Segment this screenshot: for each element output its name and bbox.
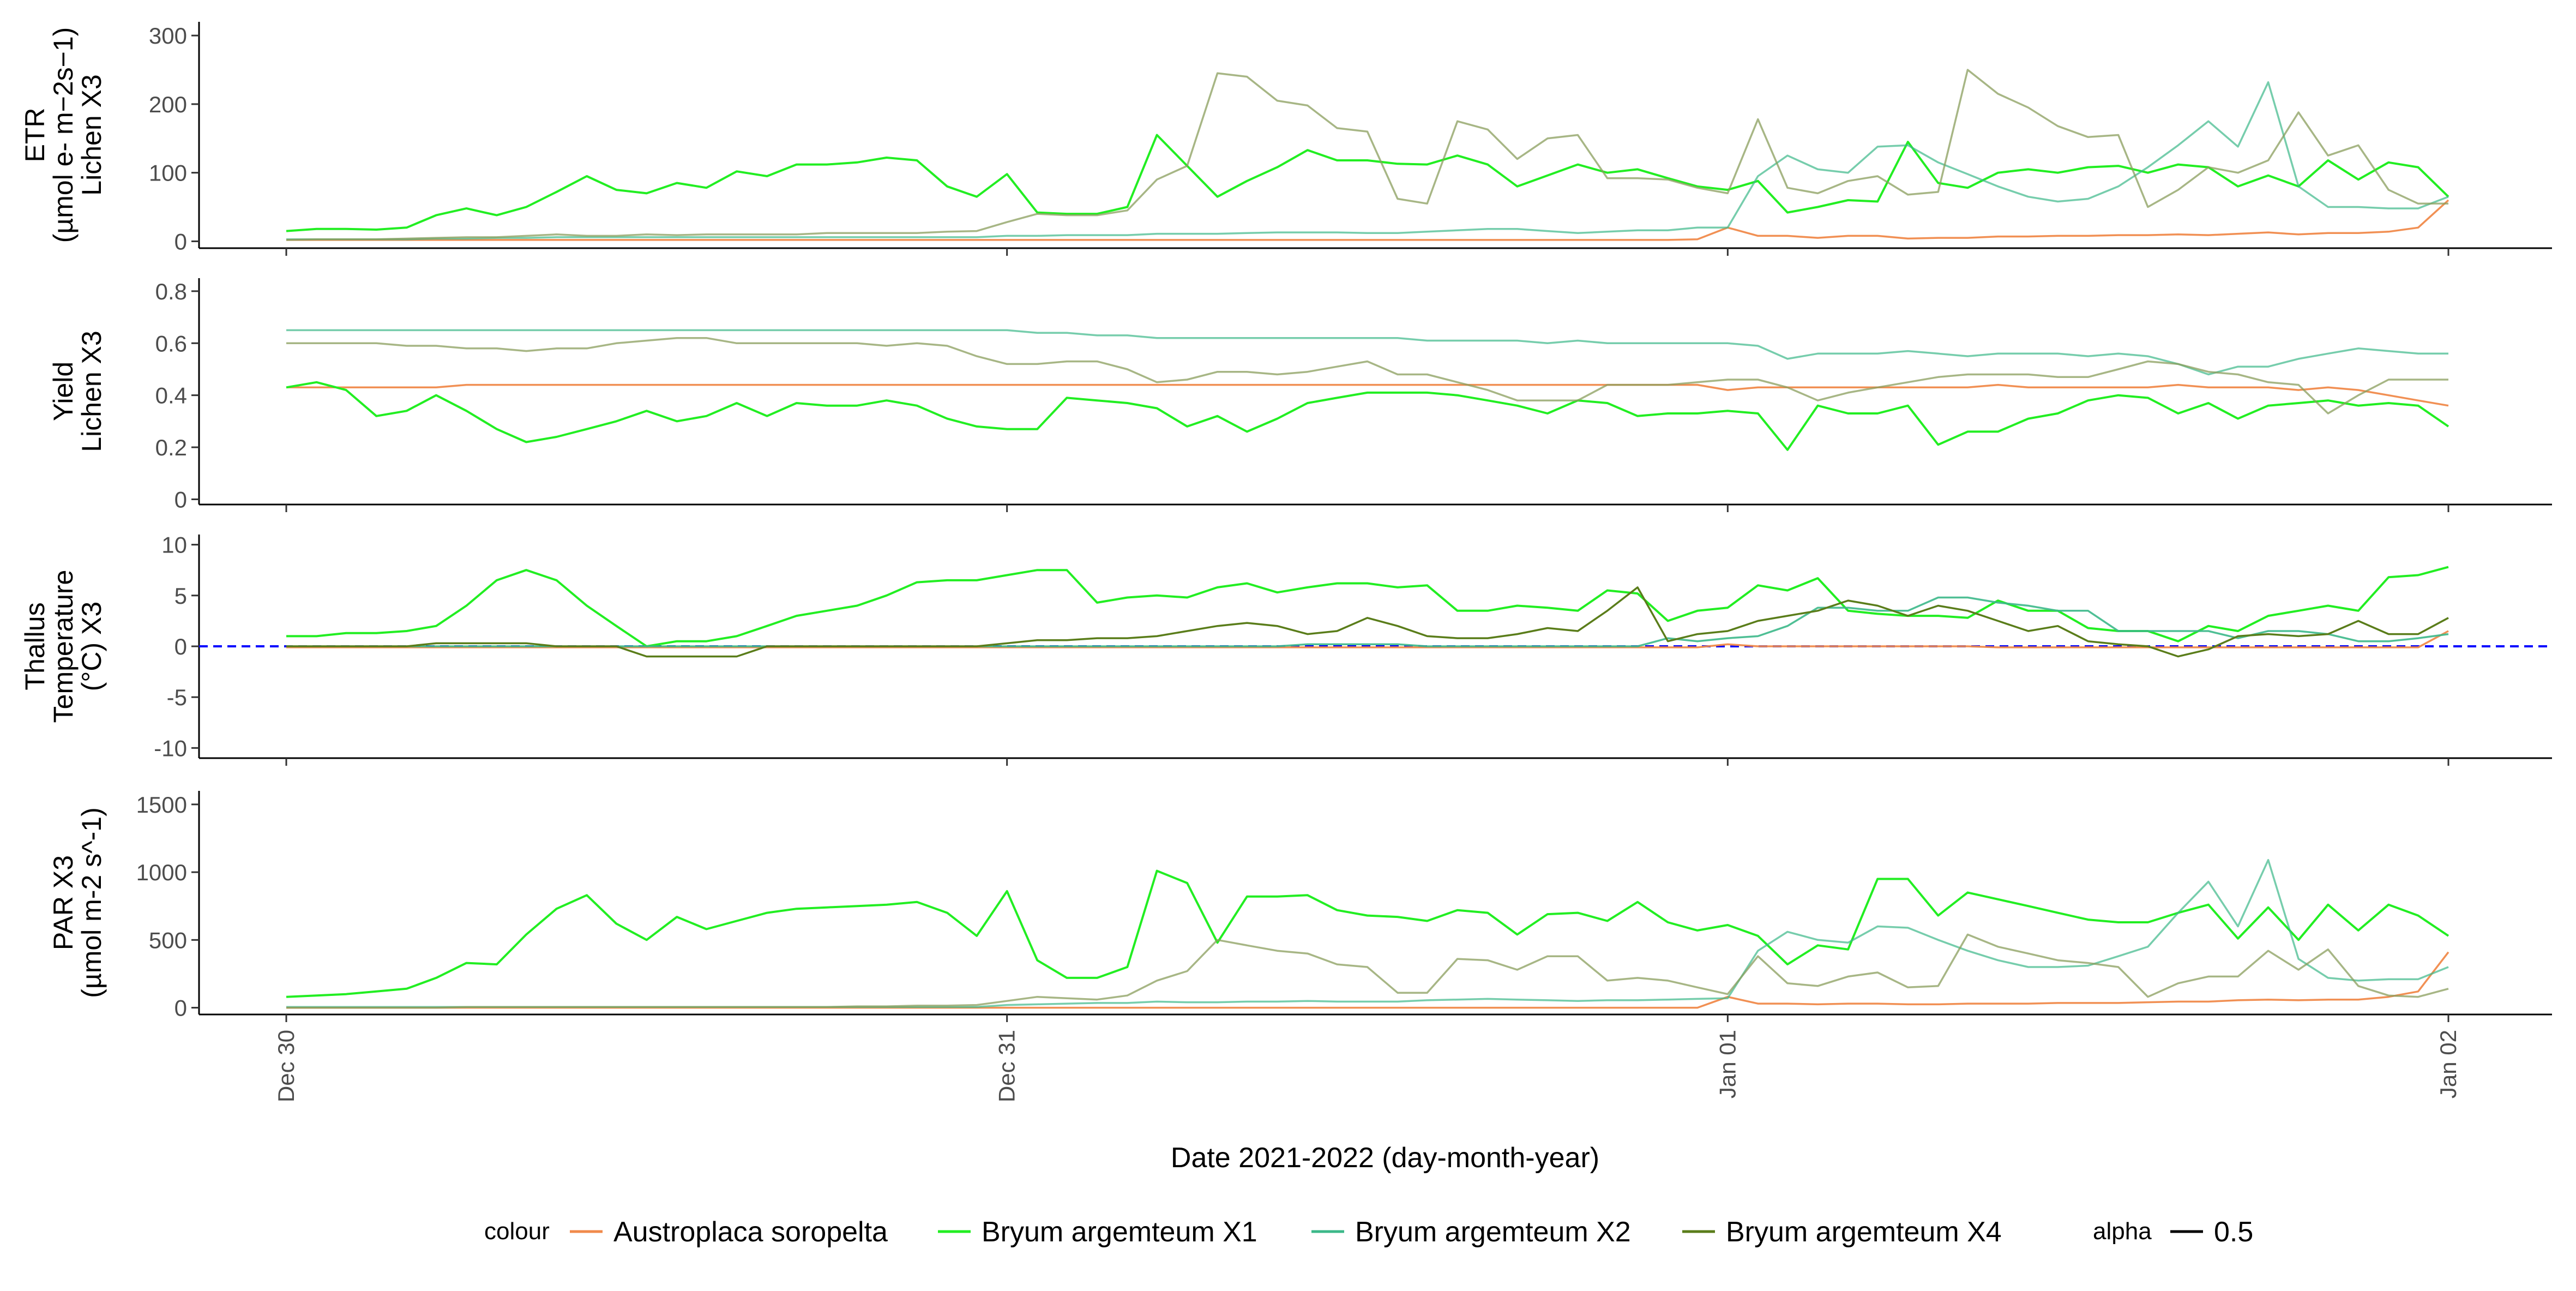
x-axis: Dec 30 Dec 31 Jan 01 Jan 02 — [273, 1030, 2461, 1102]
y-tick-label: 0.8 — [155, 279, 187, 304]
series-line-bryum-argemteum-x1 — [286, 566, 2449, 647]
y-tick-label: 300 — [149, 23, 187, 49]
series-line-austroplaca-soropelta — [286, 951, 2449, 1009]
series-line-bryum-argemteum-x2 — [286, 81, 2449, 241]
y-tick-label: 200 — [149, 92, 187, 117]
y-axis-title-line: Yield — [48, 362, 79, 421]
series-line-bryum-argemteum-x2 — [286, 596, 2449, 647]
x-tick-label: Jan 01 — [1714, 1030, 1740, 1098]
y-tick-label: 0 — [174, 487, 187, 512]
series-line-bryum-argemteum-x1 — [286, 134, 2449, 232]
y-tick-label: 5 — [174, 583, 187, 609]
y-axis-title-line: (°C) X3 — [76, 602, 107, 691]
x-axis-title: Date 2021-2022 (day-month-year) — [1171, 1142, 1599, 1174]
legend: colour Austroplaca soropelta Bryum argemte… — [484, 1216, 2253, 1248]
y-tick-label: -10 — [154, 735, 187, 761]
y-tick-label: 0 — [174, 229, 187, 254]
y-tick-label: 1000 — [136, 860, 187, 885]
y-tick-label: 1500 — [136, 792, 187, 818]
y-tick-label: 0.6 — [155, 331, 187, 356]
y-tick-label: 10 — [161, 532, 187, 558]
y-tick-label: 0.2 — [155, 435, 187, 460]
x-tick-label: Dec 31 — [994, 1030, 1020, 1102]
series-line-bryum-argemteum-x1 — [286, 869, 2449, 998]
y-axis-title-line: Lichen X3 — [76, 331, 107, 452]
x-tick-label: Jan 02 — [2435, 1030, 2461, 1098]
y-axis-title-line: Temperature — [48, 570, 79, 723]
y-axis-title-line: Thallus — [20, 602, 50, 690]
y-axis-title-line: (µmol m-2 s^-1) — [76, 807, 107, 998]
legend-alpha-value: 0.5 — [2214, 1216, 2253, 1248]
y-tick-label: 500 — [149, 927, 187, 953]
panel-1: 0 100 200 300 ETR(µmol e- m−2s−1)Lichen X3 — [20, 22, 2552, 256]
series-line-bryum-argemteum-x1 — [286, 381, 2449, 451]
y-tick-label: 0.4 — [155, 383, 187, 409]
series-line-bryum-argemteum-x2 — [286, 329, 2448, 376]
series-line-austroplaca-soropelta — [286, 199, 2449, 241]
y-axis-title-line: (µmol e- m−2s−1) — [48, 27, 79, 243]
y-axis-title-line: PAR X3 — [48, 855, 79, 950]
y-tick-label: 100 — [149, 160, 187, 186]
y-tick-label: -5 — [167, 684, 187, 710]
legend-label: Austroplaca soropelta — [613, 1216, 888, 1248]
y-axis-title-line: Lichen X3 — [76, 74, 107, 195]
panel-4: 0 500 1000 1500 PAR X3(µmol m-2 s^-1) — [48, 791, 2552, 1022]
y-tick-label: 0 — [174, 634, 187, 659]
x-tick-label: Dec 30 — [273, 1030, 299, 1102]
legend-colour-title: colour — [484, 1218, 550, 1245]
series-line-austroplaca-soropelta — [286, 383, 2449, 407]
y-tick-label: 0 — [174, 995, 187, 1021]
series-line-bryum-argemteum-x4 — [286, 337, 2448, 415]
legend-label: Bryum argemteum X2 — [1355, 1216, 1631, 1248]
legend-alpha-title: alpha — [2093, 1218, 2152, 1245]
series-line-bryum-argemteum-x2 — [286, 858, 2449, 1008]
series-line-bryum-argemteum-x4 — [286, 586, 2449, 658]
series-line-bryum-argemteum-x4 — [286, 69, 2448, 241]
y-axis-title-line: ETR — [20, 108, 50, 163]
legend-label: Bryum argemteum X4 — [1726, 1216, 2002, 1248]
series-line-bryum-argemteum-x4 — [286, 933, 2449, 1009]
legend-label: Bryum argemteum X1 — [982, 1216, 1257, 1248]
